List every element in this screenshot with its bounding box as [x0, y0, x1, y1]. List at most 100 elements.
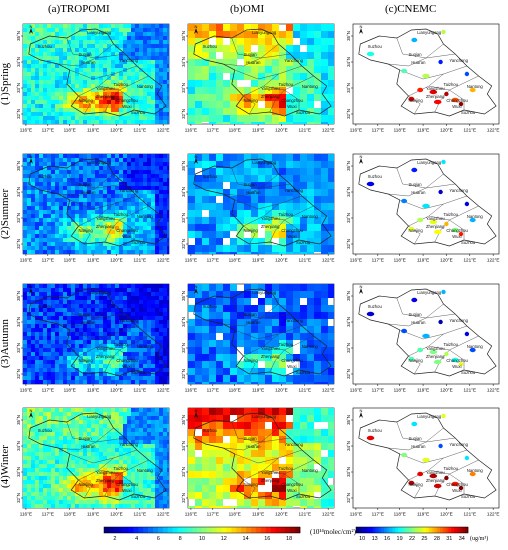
colorbar-tick: 4 [135, 536, 138, 542]
city-border [408, 333, 444, 357]
province-outline [358, 28, 497, 117]
city-label: Changzhou [446, 482, 468, 487]
y-tick-label: 32°N [181, 109, 186, 119]
monitoring-station [438, 189, 443, 195]
city-label: Suqian [409, 182, 423, 187]
city-label: Wuxi [122, 234, 131, 239]
city-label: Nantong [467, 84, 484, 89]
x-tick-label: 116°E [185, 128, 197, 133]
x-tick-label: 122°E [157, 128, 170, 133]
monitoring-station [417, 87, 424, 93]
city-label: Lianyungang [252, 160, 277, 165]
north-arrow: N [359, 284, 363, 294]
map-panel-omi-winter: Lianyungang Xuzhou Suqian Yancheng Huai'an Na… [180, 400, 340, 520]
map-panel-cnemc-spring: Lianyungang Xuzhou Suqian Yancheng Huai'an Na… [345, 16, 505, 136]
city-label: Zhenjiang [96, 94, 115, 99]
city-border [119, 89, 135, 110]
city-label: Xuzhou [368, 428, 383, 433]
city-border [66, 421, 114, 443]
city-label: Nantong [137, 468, 154, 473]
y-tick-label: 34°N [181, 317, 186, 327]
x-tick-label: 118°E [229, 512, 241, 517]
x-tick-label: 116°E [350, 512, 362, 517]
city-label: Nanjing [244, 358, 259, 363]
monitoring-station [444, 351, 449, 357]
x-tick-label: 119°E [87, 258, 99, 263]
city-border [119, 349, 135, 370]
city-label: Yangzhou [96, 216, 115, 221]
city-label: Suqian [79, 182, 93, 187]
monitoring-station [366, 435, 375, 441]
y-tick-label: 35°N [181, 291, 186, 301]
x-tick-label: 116°E [20, 512, 32, 517]
x-tick-label: 117°E [372, 388, 384, 393]
city-label: Nanjing [79, 228, 94, 233]
city-label: Xuzhou [38, 44, 53, 49]
city-label: Huai'an [411, 190, 426, 195]
x-tick-label: 118°E [394, 388, 406, 393]
row-title-summer: (2)Summer [0, 188, 11, 240]
monitoring-station [417, 471, 424, 477]
colorbar-tick: 10 [199, 536, 205, 542]
y-tick-label: 33°N [16, 213, 21, 223]
colorbar-unit: (10¹⁴molec/cm²) [310, 528, 357, 536]
city-label: Wuxi [452, 488, 461, 493]
monitoring-station [438, 319, 443, 325]
colorbar-tick: 13 [372, 536, 378, 542]
north-arrow: N [194, 408, 198, 418]
province-outline [358, 288, 497, 377]
y-tick-label: 35°N [346, 415, 351, 425]
monitoring-station [411, 421, 418, 427]
city-label: Yancheng [284, 318, 303, 323]
city-label: Taizhou [279, 466, 294, 471]
x-tick-label: 116°E [20, 388, 32, 393]
x-tick-label: 117°E [372, 258, 384, 263]
city-border [284, 219, 300, 240]
y-tick-label: 32°N [346, 109, 351, 119]
colorbar-tick: 2 [113, 536, 116, 542]
city-label: Huai'an [246, 444, 261, 449]
map-panel-tropomi-autumn: Lianyungang Xuzhou Suqian Yancheng Huai'an Na… [15, 276, 175, 396]
map-panel-tropomi-winter: Lianyungang Xuzhou Suqian Yancheng Huai'an Na… [15, 400, 175, 520]
x-tick-label: 117°E [42, 388, 54, 393]
city-border [408, 73, 444, 97]
city-label: Huai'an [411, 320, 426, 325]
city-border [399, 65, 467, 80]
city-border [396, 167, 444, 189]
city-label: Nantong [467, 468, 484, 473]
city-label: Huai'an [411, 444, 426, 449]
city-label: Zhenjiang [96, 354, 115, 359]
satellite-colorbar: 2 4 6 8 10 12 14 16 18 (10¹⁴molec/cm²) [100, 525, 404, 549]
city-label: Suzhou [461, 240, 476, 245]
x-tick-label: 119°E [87, 388, 99, 393]
north-arrow: N [29, 284, 33, 294]
city-label: Yangzhou [261, 86, 280, 91]
north-label: N [360, 284, 363, 289]
city-label: Taizhou [279, 342, 294, 347]
city-label: Changzhou [446, 228, 468, 233]
city-label: Taizhou [114, 342, 129, 347]
city-border [243, 457, 279, 481]
x-tick-label: 121°E [464, 128, 477, 133]
x-tick-label: 120°E [440, 512, 453, 517]
city-label: Yangzhou [426, 216, 445, 221]
raster-field [188, 284, 334, 384]
row-title-spring: (1)Spring [0, 62, 11, 106]
y-tick-label: 35°N [16, 415, 21, 425]
city-border [387, 183, 456, 197]
x-tick-label: 116°E [185, 388, 197, 393]
province-outline [358, 158, 497, 247]
colorbar-tick: 31 [446, 536, 452, 542]
monitoring-station [451, 227, 459, 233]
city-border [399, 195, 467, 210]
x-tick-label: 122°E [322, 388, 335, 393]
city-label: Taizhou [279, 82, 294, 87]
x-tick-label: 121°E [134, 388, 147, 393]
city-border [243, 95, 256, 115]
raster-field [23, 154, 169, 254]
y-tick-label: 32°N [346, 493, 351, 503]
city-border [78, 479, 91, 499]
city-border [222, 53, 291, 67]
row-title-winter: (4)Winter [0, 445, 11, 489]
y-tick-label: 33°N [346, 83, 351, 93]
